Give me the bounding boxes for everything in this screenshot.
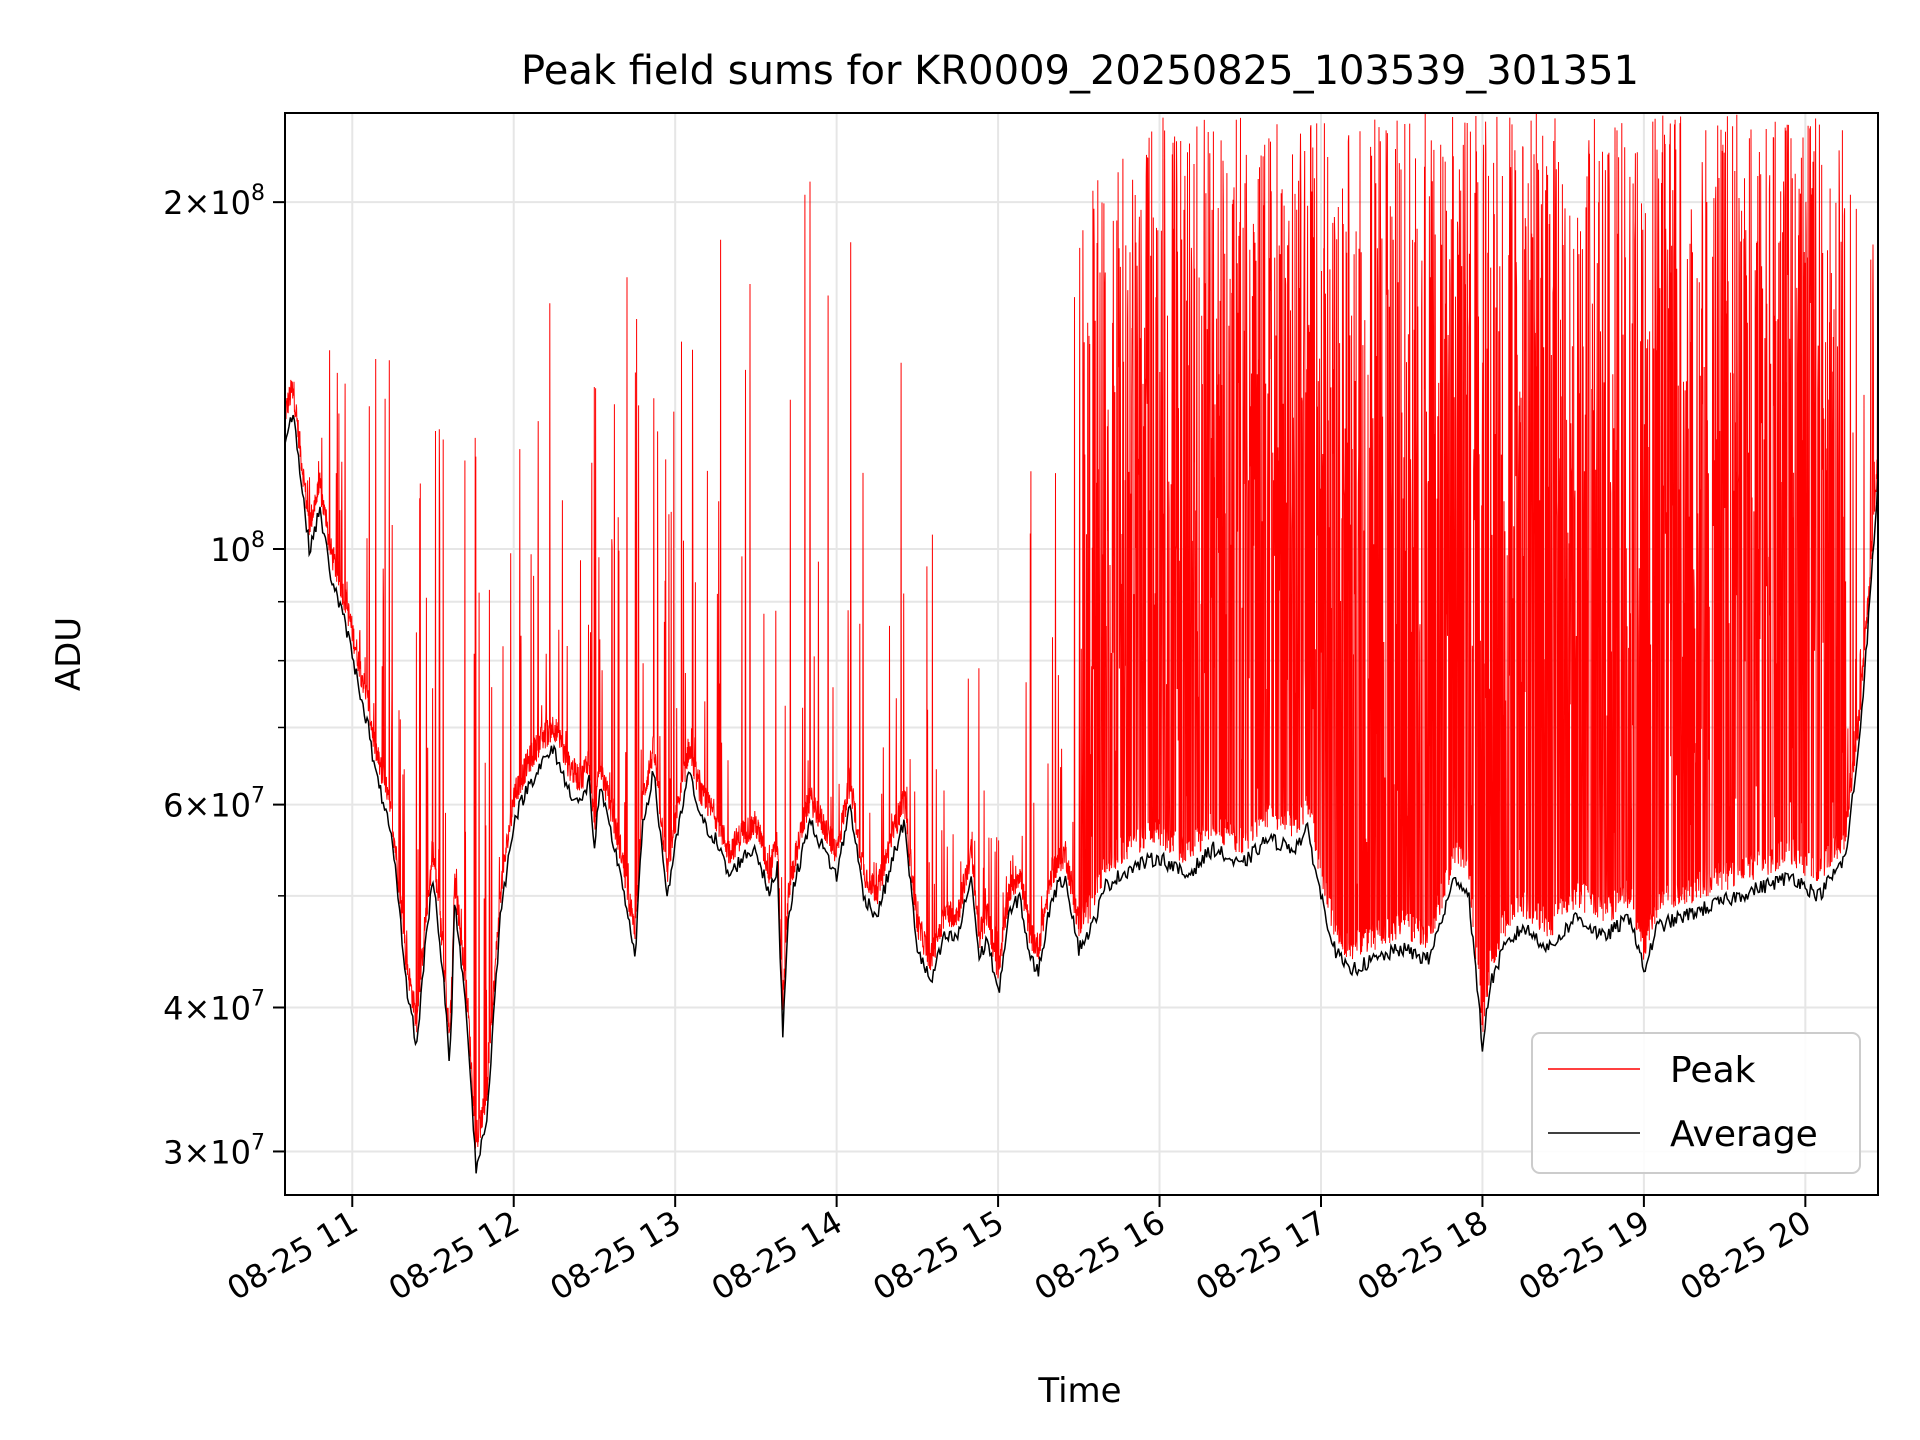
x-tick-label: 08-25 18 <box>1351 1203 1495 1308</box>
legend-peak-label: Peak <box>1670 1050 1756 1091</box>
average-series <box>285 414 1878 1174</box>
legend-box <box>1531 1032 1861 1174</box>
x-tick-label: 08-25 11 <box>221 1203 365 1308</box>
y-tick-label: 4×107 <box>163 987 265 1028</box>
x-tick-label: 08-25 17 <box>1189 1203 1333 1308</box>
peak-line <box>285 113 1878 1149</box>
legend: Peak Average <box>1531 1032 1861 1174</box>
x-tick-label: 08-25 13 <box>544 1203 688 1308</box>
chart-title: Peak field sums for KR0009_20250825_1035… <box>521 48 1639 94</box>
x-tick-label: 08-25 20 <box>1674 1203 1818 1308</box>
plot-frame <box>284 112 1879 1196</box>
y-axis: 3×107 4×107 6×107 108 2×108 <box>163 181 285 1171</box>
x-tick-label: 08-25 12 <box>382 1203 526 1308</box>
x-tick-label: 08-25 19 <box>1512 1203 1656 1308</box>
y-tick-label: 2×108 <box>163 181 265 222</box>
y-tick-label: 108 <box>210 528 265 569</box>
peak-series <box>285 113 1878 1149</box>
x-axis-label: Time <box>1037 1371 1121 1411</box>
y-tick-label: 6×107 <box>163 784 265 825</box>
legend-average-label: Average <box>1670 1114 1818 1155</box>
y-tick-label: 3×107 <box>163 1130 265 1171</box>
x-tick-label: 08-25 14 <box>705 1203 849 1308</box>
average-line <box>285 414 1878 1174</box>
x-tick-label: 08-25 16 <box>1028 1203 1172 1308</box>
x-tick-label: 08-25 15 <box>866 1203 1010 1308</box>
plot-area <box>285 113 1878 1174</box>
x-axis: 08-25 11 08-25 12 08-25 13 08-25 14 08-25 15… <box>221 1195 1818 1308</box>
y-axis-label: ADU <box>49 617 89 691</box>
